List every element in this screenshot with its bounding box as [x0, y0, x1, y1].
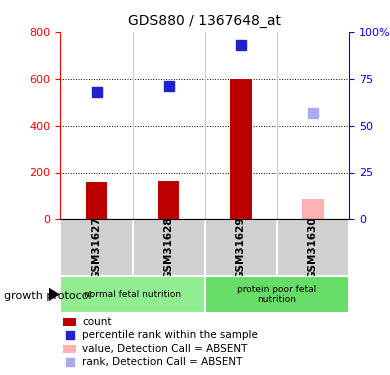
Text: GSM31630: GSM31630 — [308, 216, 318, 279]
Bar — [86, 182, 107, 219]
Point — [67, 332, 73, 338]
Text: GSM31627: GSM31627 — [92, 216, 101, 279]
Text: rank, Detection Call = ABSENT: rank, Detection Call = ABSENT — [82, 357, 243, 367]
Point — [166, 83, 172, 89]
Point — [238, 42, 244, 48]
Text: growth protocol: growth protocol — [4, 291, 92, 301]
Text: protein poor fetal
nutrition: protein poor fetal nutrition — [237, 285, 317, 304]
Text: normal fetal nutrition: normal fetal nutrition — [84, 290, 181, 299]
Bar — [205, 219, 277, 276]
Point — [94, 89, 100, 95]
Point — [67, 359, 73, 365]
Bar — [63, 318, 76, 326]
Title: GDS880 / 1367648_at: GDS880 / 1367648_at — [128, 14, 281, 28]
Text: count: count — [82, 317, 112, 327]
Bar — [60, 276, 205, 313]
Text: GSM31629: GSM31629 — [236, 216, 246, 279]
Bar — [60, 219, 133, 276]
Text: percentile rank within the sample: percentile rank within the sample — [82, 330, 258, 340]
Text: value, Detection Call = ABSENT: value, Detection Call = ABSENT — [82, 344, 248, 354]
Polygon shape — [49, 288, 58, 300]
Bar — [133, 219, 205, 276]
Bar — [205, 276, 349, 313]
Bar — [230, 79, 252, 219]
Text: GSM31628: GSM31628 — [164, 216, 174, 279]
Bar — [158, 181, 179, 219]
Bar — [63, 345, 76, 352]
Bar — [277, 219, 349, 276]
Point — [310, 110, 316, 116]
Bar — [302, 200, 324, 219]
